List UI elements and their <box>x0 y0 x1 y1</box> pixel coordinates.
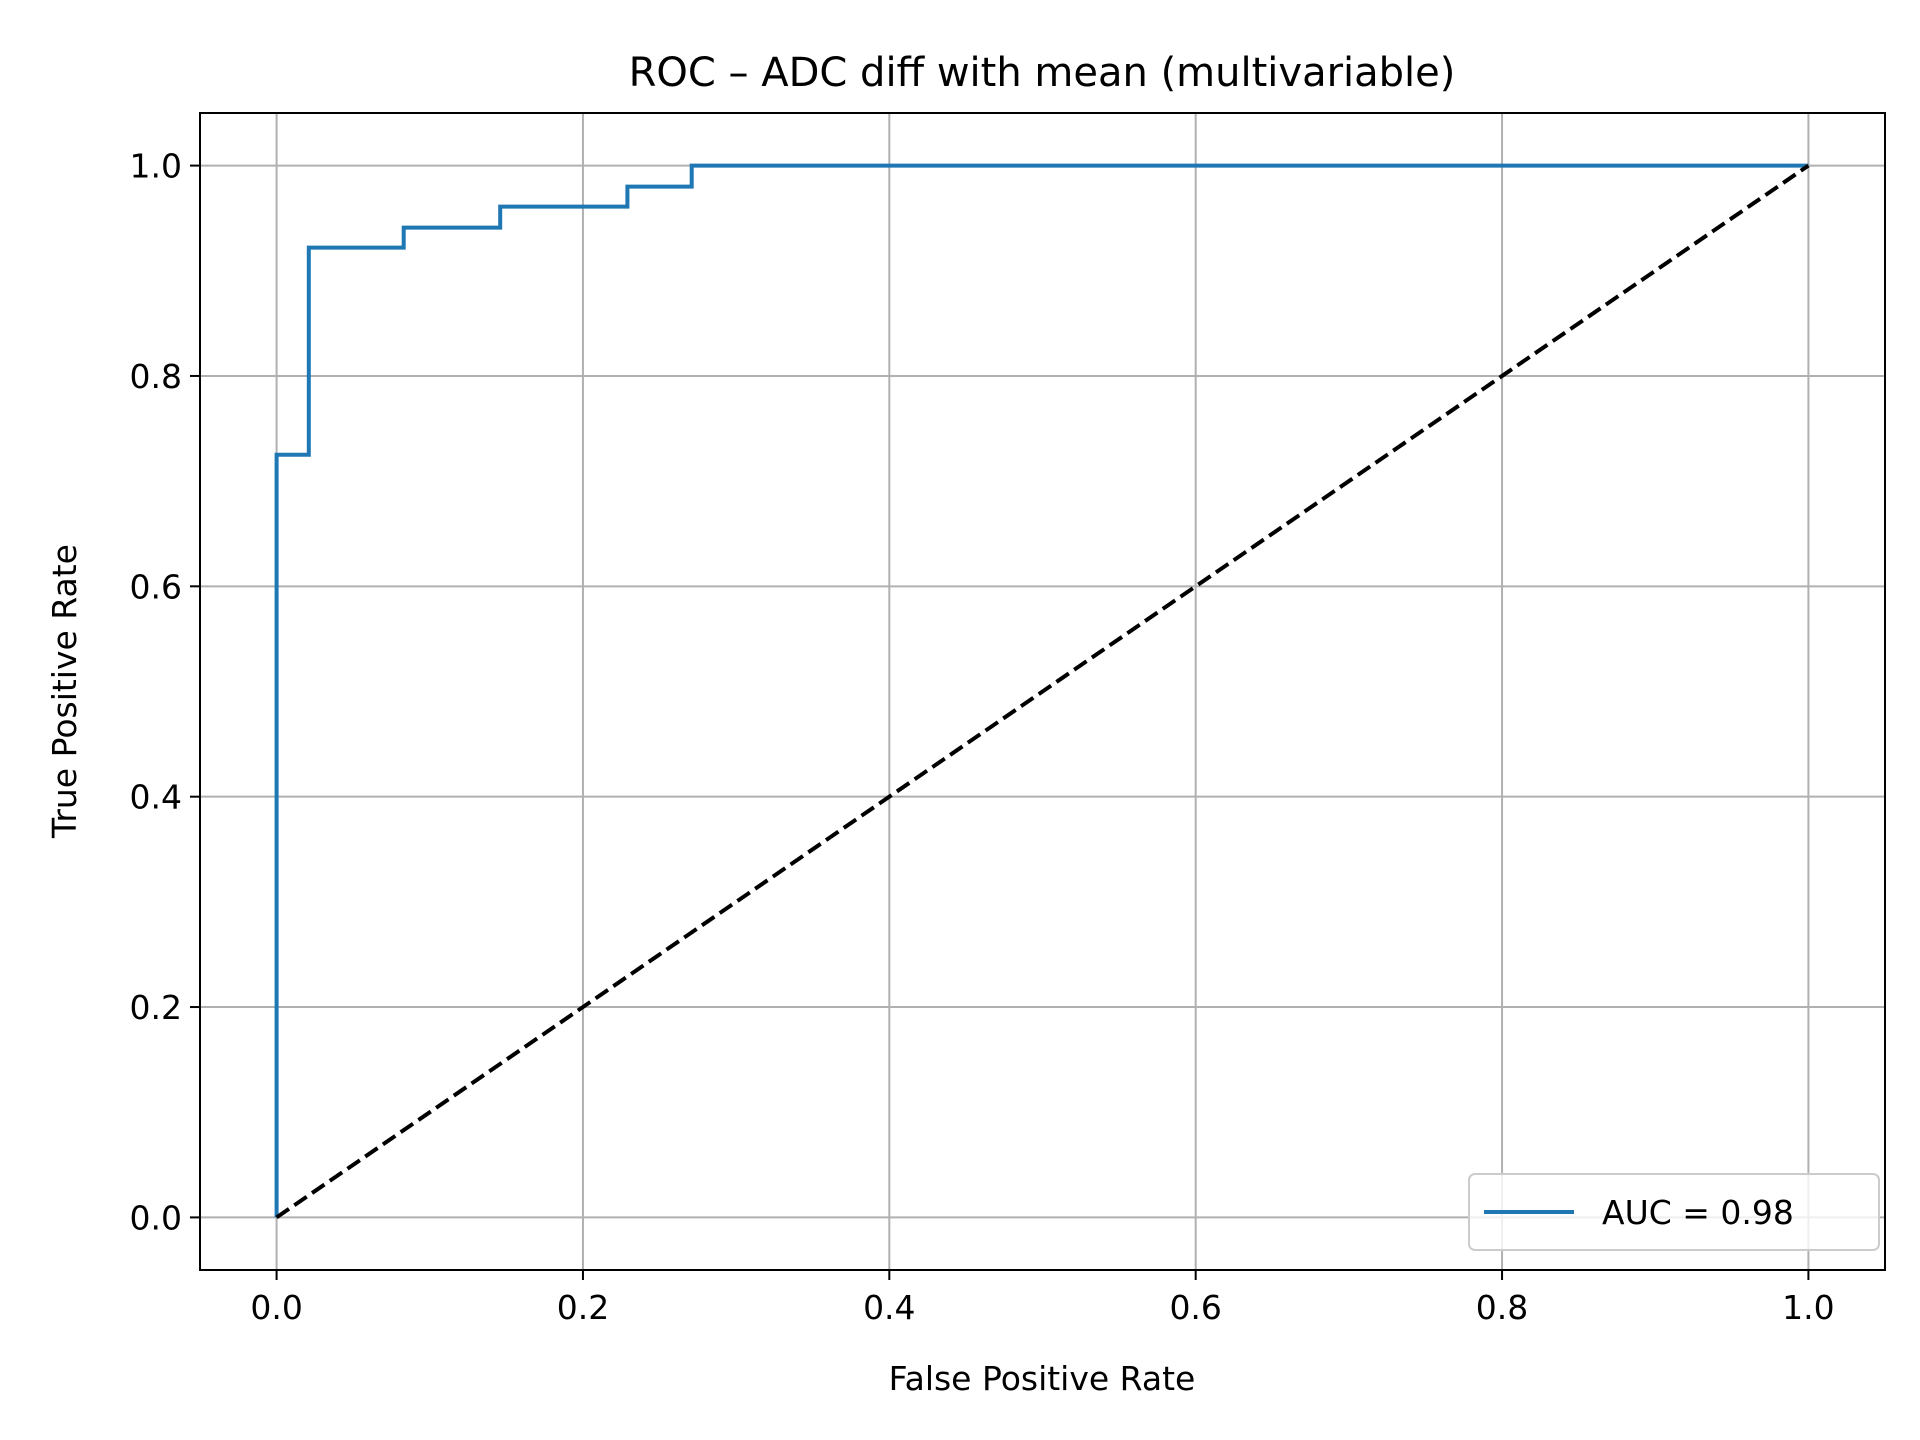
x-tick-label: 0.6 <box>1169 1288 1221 1327</box>
series-layer <box>274 163 1810 1220</box>
x-axis-title: False Positive Rate <box>889 1359 1196 1398</box>
y-tick-label: 0.0 <box>130 1198 182 1237</box>
chart-title: ROC – ADC diff with mean (multivariable) <box>629 50 1456 96</box>
y-tick-label: 0.4 <box>130 778 182 817</box>
y-tick-label: 0.6 <box>130 567 182 606</box>
chance-diagonal-line <box>275 163 1810 1220</box>
legend-entry-label: AUC = 0.98 <box>1602 1193 1794 1232</box>
y-tick-label: 1.0 <box>130 147 182 186</box>
x-tick-label: 1.0 <box>1782 1288 1834 1327</box>
y-axis-title: True Positive Rate <box>45 544 84 839</box>
grid-lines <box>200 113 1885 1270</box>
legend: AUC = 0.98 <box>1468 1173 1880 1251</box>
legend-box <box>1468 1173 1880 1251</box>
x-tick-label: 0.4 <box>863 1288 915 1327</box>
plot-area-frame <box>199 112 1886 1271</box>
y-tick-label: 0.2 <box>130 988 182 1027</box>
axis-ticks: 0.0 0.2 0.4 0.6 0.8 1.0 0.0 0.2 0.4 0.6 0.8 1.0 <box>130 147 1835 1327</box>
roc-curve-line <box>274 163 1809 1218</box>
x-tick-label: 0.8 <box>1476 1288 1528 1327</box>
x-tick-label: 0.2 <box>557 1288 609 1327</box>
y-tick-label: 0.8 <box>130 357 182 396</box>
x-tick-label: 0.0 <box>250 1288 302 1327</box>
